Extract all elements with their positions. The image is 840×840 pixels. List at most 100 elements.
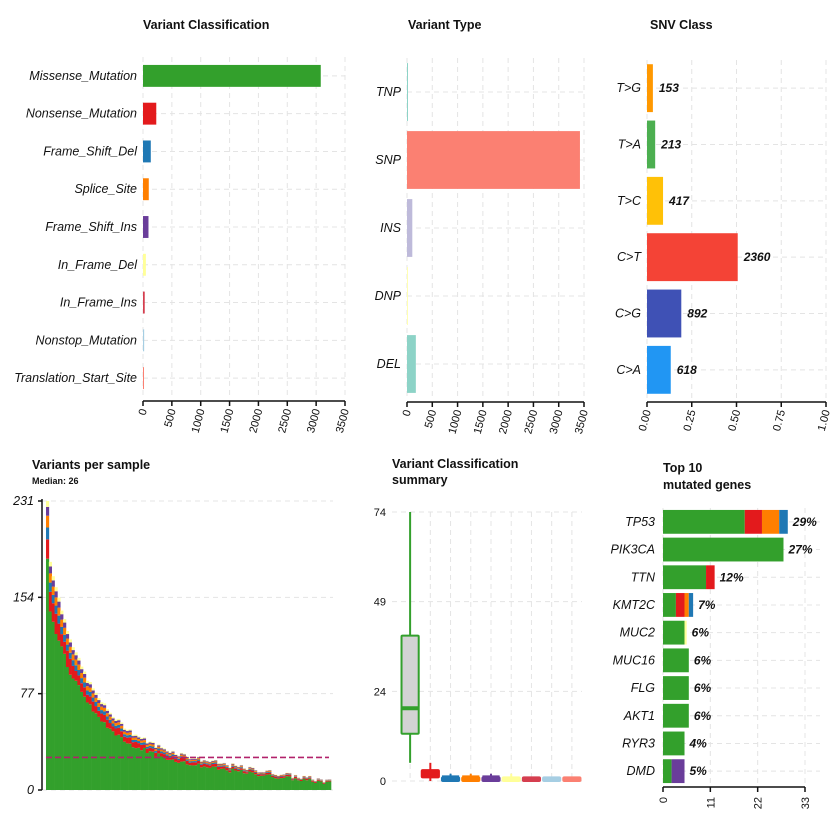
vps-sample-bar: [268, 774, 272, 790]
vps-sample-bar: [231, 765, 235, 767]
vps-sample-bar: [174, 758, 178, 762]
vcs-box: [400, 634, 420, 735]
snv-x-tick-label: 0.00: [637, 409, 654, 433]
vps-sample-bar: [268, 771, 272, 773]
vps-sample-bar: [154, 756, 158, 790]
vps-sample-bar: [208, 765, 212, 768]
vps-sample-bar: [162, 749, 166, 751]
snv-bar: [647, 233, 738, 282]
vps-sample-bar: [74, 659, 78, 666]
snv-category-label: T>A: [618, 138, 641, 152]
vps-sample-bar: [262, 772, 266, 774]
vps-sample-bar: [68, 658, 72, 675]
vps-sample-bar: [60, 626, 64, 635]
vps-sample-bar: [68, 642, 72, 647]
vps-sample-bar: [245, 771, 249, 773]
vps-sample-bar: [128, 732, 132, 735]
vps-sample-bar: [254, 774, 258, 790]
vps-sample-bar: [302, 778, 306, 790]
vps-sample-bar: [160, 749, 164, 752]
vps-sample-bar: [225, 767, 229, 769]
vps-sample-bar: [122, 729, 127, 732]
vps-sample-bar: [177, 760, 181, 763]
vps-sample-bar: [194, 761, 198, 763]
vps-sample-bar: [194, 759, 198, 762]
vps-sample-bar: [199, 761, 204, 762]
vps-sample-bar: [120, 728, 124, 732]
vps-sample-bar: [160, 753, 164, 757]
vps-sample-bar: [271, 774, 275, 776]
vps-sample-bar: [145, 744, 149, 747]
vps-sample-bar: [194, 765, 198, 790]
vps-sample-bar: [51, 621, 55, 790]
vps-sample-bar: [185, 756, 189, 758]
vc-title: Variant Classification: [143, 18, 269, 32]
vps-sample-bar: [128, 729, 132, 731]
vps-sample-bar: [88, 687, 92, 692]
vps-sample-bar: [51, 580, 55, 587]
vps-sample-bar: [145, 742, 149, 744]
vps-sample-bar: [71, 678, 75, 790]
vc-bar: [143, 253, 146, 276]
vps-sample-bar: [276, 778, 280, 790]
vps-sample-bar: [262, 772, 266, 773]
vps-sample-bar: [54, 587, 58, 592]
vps-sample-bar: [225, 770, 229, 790]
vps-sample-bar: [103, 711, 107, 715]
vt-bar: [407, 131, 580, 189]
vps-sample-bar: [122, 731, 127, 735]
vps-sample-bar: [151, 741, 155, 743]
vcs-title: Variant Classification: [392, 457, 518, 471]
vt-x-tick-label: 3500: [573, 409, 591, 436]
top10-bar-segment: [779, 509, 788, 534]
vps-sample-bar: [177, 762, 181, 790]
vps-sample-bar: [242, 769, 246, 771]
vps-sample-bar: [199, 761, 204, 763]
vps-sample-bar: [145, 748, 149, 754]
vps-sample-bar: [262, 775, 266, 790]
vps-sample-bar: [251, 770, 255, 773]
vps-sample-bar: [228, 767, 232, 769]
vps-sample-bar: [322, 783, 326, 784]
top10-gene-label: TTN: [631, 570, 656, 584]
vt-bar: [407, 199, 413, 257]
vps-sample-bar: [80, 678, 84, 684]
vc-category-label: Splice_Site: [74, 182, 137, 196]
vps-sample-bar: [248, 768, 252, 770]
vps-sample-bar: [48, 561, 52, 567]
vps-sample-bar: [177, 755, 181, 757]
top10-percent-label: 6%: [694, 681, 712, 695]
vps-sample-bar: [168, 754, 172, 756]
vps-sample-bar: [117, 720, 121, 723]
vps-sample-bar: [63, 622, 67, 628]
vps-y-tick-label: 0: [27, 783, 34, 797]
vps-sample-bar: [46, 506, 50, 516]
vc-bar: [143, 64, 321, 87]
vps-sample-bar: [145, 753, 149, 790]
vps-sample-bar: [199, 764, 204, 768]
vps-sample-bar: [188, 765, 192, 790]
vps-sample-bar: [131, 734, 135, 737]
vps-sample-bar: [85, 682, 90, 687]
vps-sample-bar: [122, 734, 127, 737]
vps-sample-bar: [151, 751, 155, 790]
vps-sample-bar: [114, 723, 118, 726]
vps-sample-bar: [271, 774, 275, 775]
vps-sample-bar: [68, 639, 72, 643]
vps-sample-bar: [191, 758, 195, 759]
vc-category-label: Frame_Shift_Del: [43, 144, 138, 158]
vps-sample-bar: [188, 759, 192, 761]
vps-sample-bar: [142, 747, 147, 790]
top10-gene-label: DMD: [627, 764, 655, 778]
vps-sample-bar: [77, 670, 81, 676]
top10-subtitle: mutated genes: [663, 478, 751, 492]
vps-sample-bar: [208, 762, 212, 763]
vps-sample-bar: [74, 680, 78, 790]
vps-sample-bar: [157, 744, 161, 746]
top10-percent-label: 6%: [694, 653, 712, 667]
vps-sample-bar: [68, 652, 72, 659]
vps-sample-bar: [234, 765, 238, 766]
vps-sample-bar: [239, 768, 243, 770]
vps-sample-bar: [256, 773, 261, 775]
top10-gene-label: KMT2C: [613, 598, 656, 612]
